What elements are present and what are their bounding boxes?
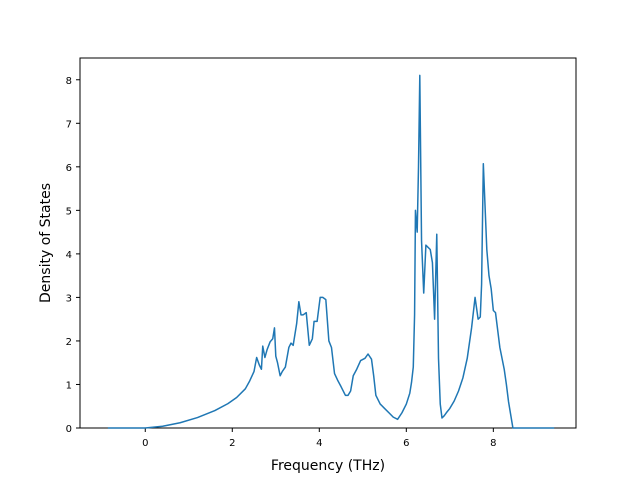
plot-frame	[79, 57, 577, 429]
x-tick-label: 4	[316, 438, 322, 449]
series-layer	[107, 74, 555, 429]
y-tick-label: 3	[66, 293, 72, 304]
x-tick-label: 6	[403, 438, 409, 449]
dos-series-line	[107, 74, 555, 429]
y-axis-title: Density of States	[38, 183, 54, 303]
x-axis-ticks: 0 2 4 6 8	[142, 428, 497, 449]
y-tick-label: 6	[66, 163, 72, 174]
x-tick-label: 8	[490, 438, 496, 449]
y-axis-ticks: 0 1 2 3 4 5 6 7 8	[66, 76, 80, 435]
y-tick-label: 2	[66, 337, 72, 348]
y-tick-label: 8	[66, 76, 72, 87]
y-tick-label: 5	[66, 206, 72, 217]
x-tick-label: 0	[142, 438, 148, 449]
y-tick-label: 0	[66, 424, 72, 435]
x-tick-label: 2	[229, 438, 235, 449]
y-tick-label: 1	[66, 380, 72, 391]
y-tick-label: 4	[66, 250, 72, 261]
x-axis-title: Frequency (THz)	[271, 458, 385, 474]
y-tick-label: 7	[66, 119, 72, 130]
